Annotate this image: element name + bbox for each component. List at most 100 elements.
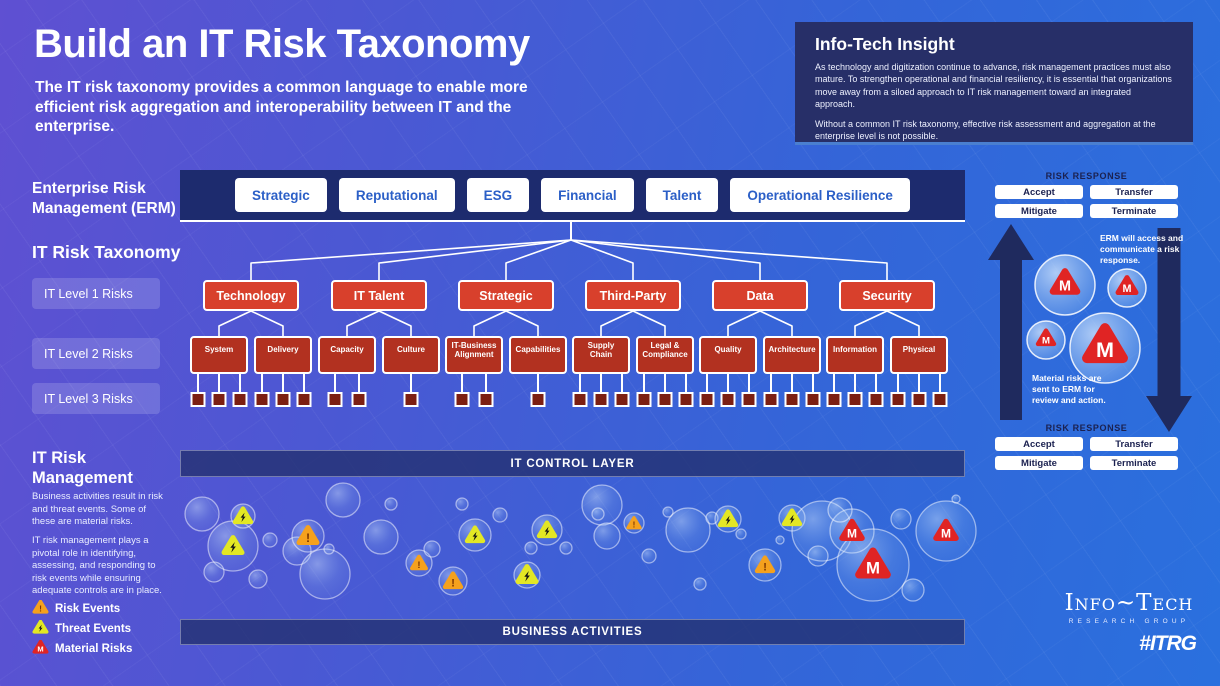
level3-risk-node[interactable] (614, 392, 630, 407)
taxonomy-connectors (190, 222, 948, 407)
risk-response-terminate-top[interactable]: Terminate (1090, 204, 1178, 218)
level1-risk-it-talent[interactable]: IT Talent (331, 280, 427, 311)
level3-risk-node[interactable] (932, 392, 948, 407)
level3-risk-node[interactable] (478, 392, 494, 407)
risk-bubble (559, 541, 573, 555)
level3-risk-node[interactable] (890, 392, 906, 407)
level3-risk-node[interactable] (911, 392, 927, 407)
level3-risk-node[interactable] (847, 392, 863, 407)
level3-risk-node[interactable] (232, 392, 248, 407)
level3-risk-node[interactable] (296, 392, 312, 407)
risk-response-mitigate-top[interactable]: Mitigate (995, 204, 1083, 218)
level2-risk-supply-chain[interactable]: Supply Chain (572, 336, 630, 374)
insight-panel: Info-Tech Insight As technology and digi… (795, 22, 1193, 145)
risk-response-accept-bottom[interactable]: Accept (995, 437, 1083, 451)
level3-risk-node[interactable] (190, 392, 206, 407)
level2-risk-it-business-alignment[interactable]: IT-Business Alignment (445, 336, 503, 374)
level1-connector (378, 239, 572, 280)
level3-risk-node[interactable] (678, 392, 694, 407)
level3-risk-node[interactable] (826, 392, 842, 407)
level2-risk-delivery[interactable]: Delivery (254, 336, 312, 374)
level3-risk-node[interactable] (530, 392, 546, 407)
risk-response-options-top: Accept Transfer Mitigate Terminate (995, 185, 1178, 218)
erm-category-operational-resilience[interactable]: Operational Resilience (730, 178, 910, 212)
level3-risk-node[interactable] (868, 392, 884, 407)
risk-bubble (203, 561, 225, 583)
level1-risk-security[interactable]: Security (839, 280, 935, 311)
risk-bubble (693, 577, 707, 591)
level2-risk-information[interactable]: Information (826, 336, 884, 374)
level3-risk-node[interactable] (741, 392, 757, 407)
level2-connector (473, 310, 507, 336)
level3-risk-node[interactable] (657, 392, 673, 407)
level2-risk-legal-compliance[interactable]: Legal & Compliance (636, 336, 694, 374)
risk-bubble (455, 497, 469, 511)
risk-icon: ! (410, 554, 428, 571)
legend-label: Threat Events (55, 622, 132, 635)
risk-icon: ! (296, 525, 320, 546)
business-activities-bar: BUSINESS ACTIVITIES (180, 619, 965, 645)
legend: ! Risk Events Threat Events M Material Risks (32, 600, 132, 657)
material-icon: M (32, 640, 49, 654)
level-2-risks-chip[interactable]: IT Level 2 Risks (32, 338, 160, 369)
risk-bubble (325, 482, 361, 518)
risk-response-transfer-top[interactable]: Transfer (1090, 185, 1178, 199)
risk-bubble (807, 545, 829, 567)
erm-category-reputational[interactable]: Reputational (338, 178, 455, 212)
level1-risk-third-party[interactable]: Third-Party (585, 280, 681, 311)
erm-category-talent[interactable]: Talent (645, 178, 719, 212)
level3-risk-node[interactable] (254, 392, 270, 407)
infotech-logo: Info~Tech RESEARCH GROUP #ITRG (1062, 592, 1197, 656)
level3-risk-node[interactable] (593, 392, 609, 407)
it-control-layer-bar: IT CONTROL LAYER (180, 450, 965, 477)
level-3-risks-chip[interactable]: IT Level 3 Risks (32, 383, 160, 414)
level2-risk-capabilities[interactable]: Capabilities (509, 336, 567, 374)
level2-risk-architecture[interactable]: Architecture (763, 336, 821, 374)
level1-risk-technology[interactable]: Technology (203, 280, 299, 311)
level3-risk-node[interactable] (699, 392, 715, 407)
level3-risk-node[interactable] (572, 392, 588, 407)
level2-connector (759, 310, 793, 336)
level3-risk-node[interactable] (403, 392, 419, 407)
risk-bubble (492, 507, 508, 523)
level2-connector (218, 310, 252, 336)
level1-connector (570, 239, 888, 280)
risk-response-transfer-bottom[interactable]: Transfer (1090, 437, 1178, 451)
level3-risk-node[interactable] (784, 392, 800, 407)
level3-risk-node[interactable] (211, 392, 227, 407)
level3-risk-node[interactable] (636, 392, 652, 407)
risk-response-terminate-bottom[interactable]: Terminate (1090, 456, 1178, 470)
erm-response-note: ERM will access and communicate a risk r… (1100, 233, 1184, 266)
threat-icon (464, 525, 486, 544)
level3-risk-node[interactable] (454, 392, 470, 407)
erm-category-financial[interactable]: Financial (541, 178, 634, 212)
erm-category-esg[interactable]: ESG (466, 178, 530, 212)
itrg-hashtag-logo: #ITRG (1139, 632, 1197, 655)
level2-risk-quality[interactable]: Quality (699, 336, 757, 374)
risk-icon: ! (754, 555, 776, 573)
level1-connector (505, 239, 572, 280)
level2-risk-capacity[interactable]: Capacity (318, 336, 376, 374)
taxonomy-section-label: IT Risk Taxonomy (32, 242, 181, 262)
level3-risk-node[interactable] (351, 392, 367, 407)
risk-management-paragraph-2: IT risk management plays a pivotal role … (32, 535, 162, 597)
level3-risk-node[interactable] (763, 392, 779, 407)
level1-risk-strategic[interactable]: Strategic (458, 280, 554, 311)
risk-bubble (735, 528, 747, 540)
level3-risk-node[interactable] (720, 392, 736, 407)
level2-risk-system[interactable]: System (190, 336, 248, 374)
level3-risk-node[interactable] (805, 392, 821, 407)
level-1-risks-chip[interactable]: IT Level 1 Risks (32, 278, 160, 309)
material-icon: M (1049, 268, 1081, 295)
level2-risk-physical[interactable]: Physical (890, 336, 948, 374)
risk-response-accept-top[interactable]: Accept (995, 185, 1083, 199)
level2-risk-culture[interactable]: Culture (382, 336, 440, 374)
level3-risk-node[interactable] (327, 392, 343, 407)
risk-icon: ! (32, 600, 49, 614)
level3-risk-node[interactable] (275, 392, 291, 407)
risk-response-mitigate-bottom[interactable]: Mitigate (995, 456, 1083, 470)
risk-bubble (262, 532, 278, 548)
level2-connector (505, 310, 539, 336)
level1-risk-data[interactable]: Data (712, 280, 808, 311)
erm-category-strategic[interactable]: Strategic (235, 178, 327, 212)
